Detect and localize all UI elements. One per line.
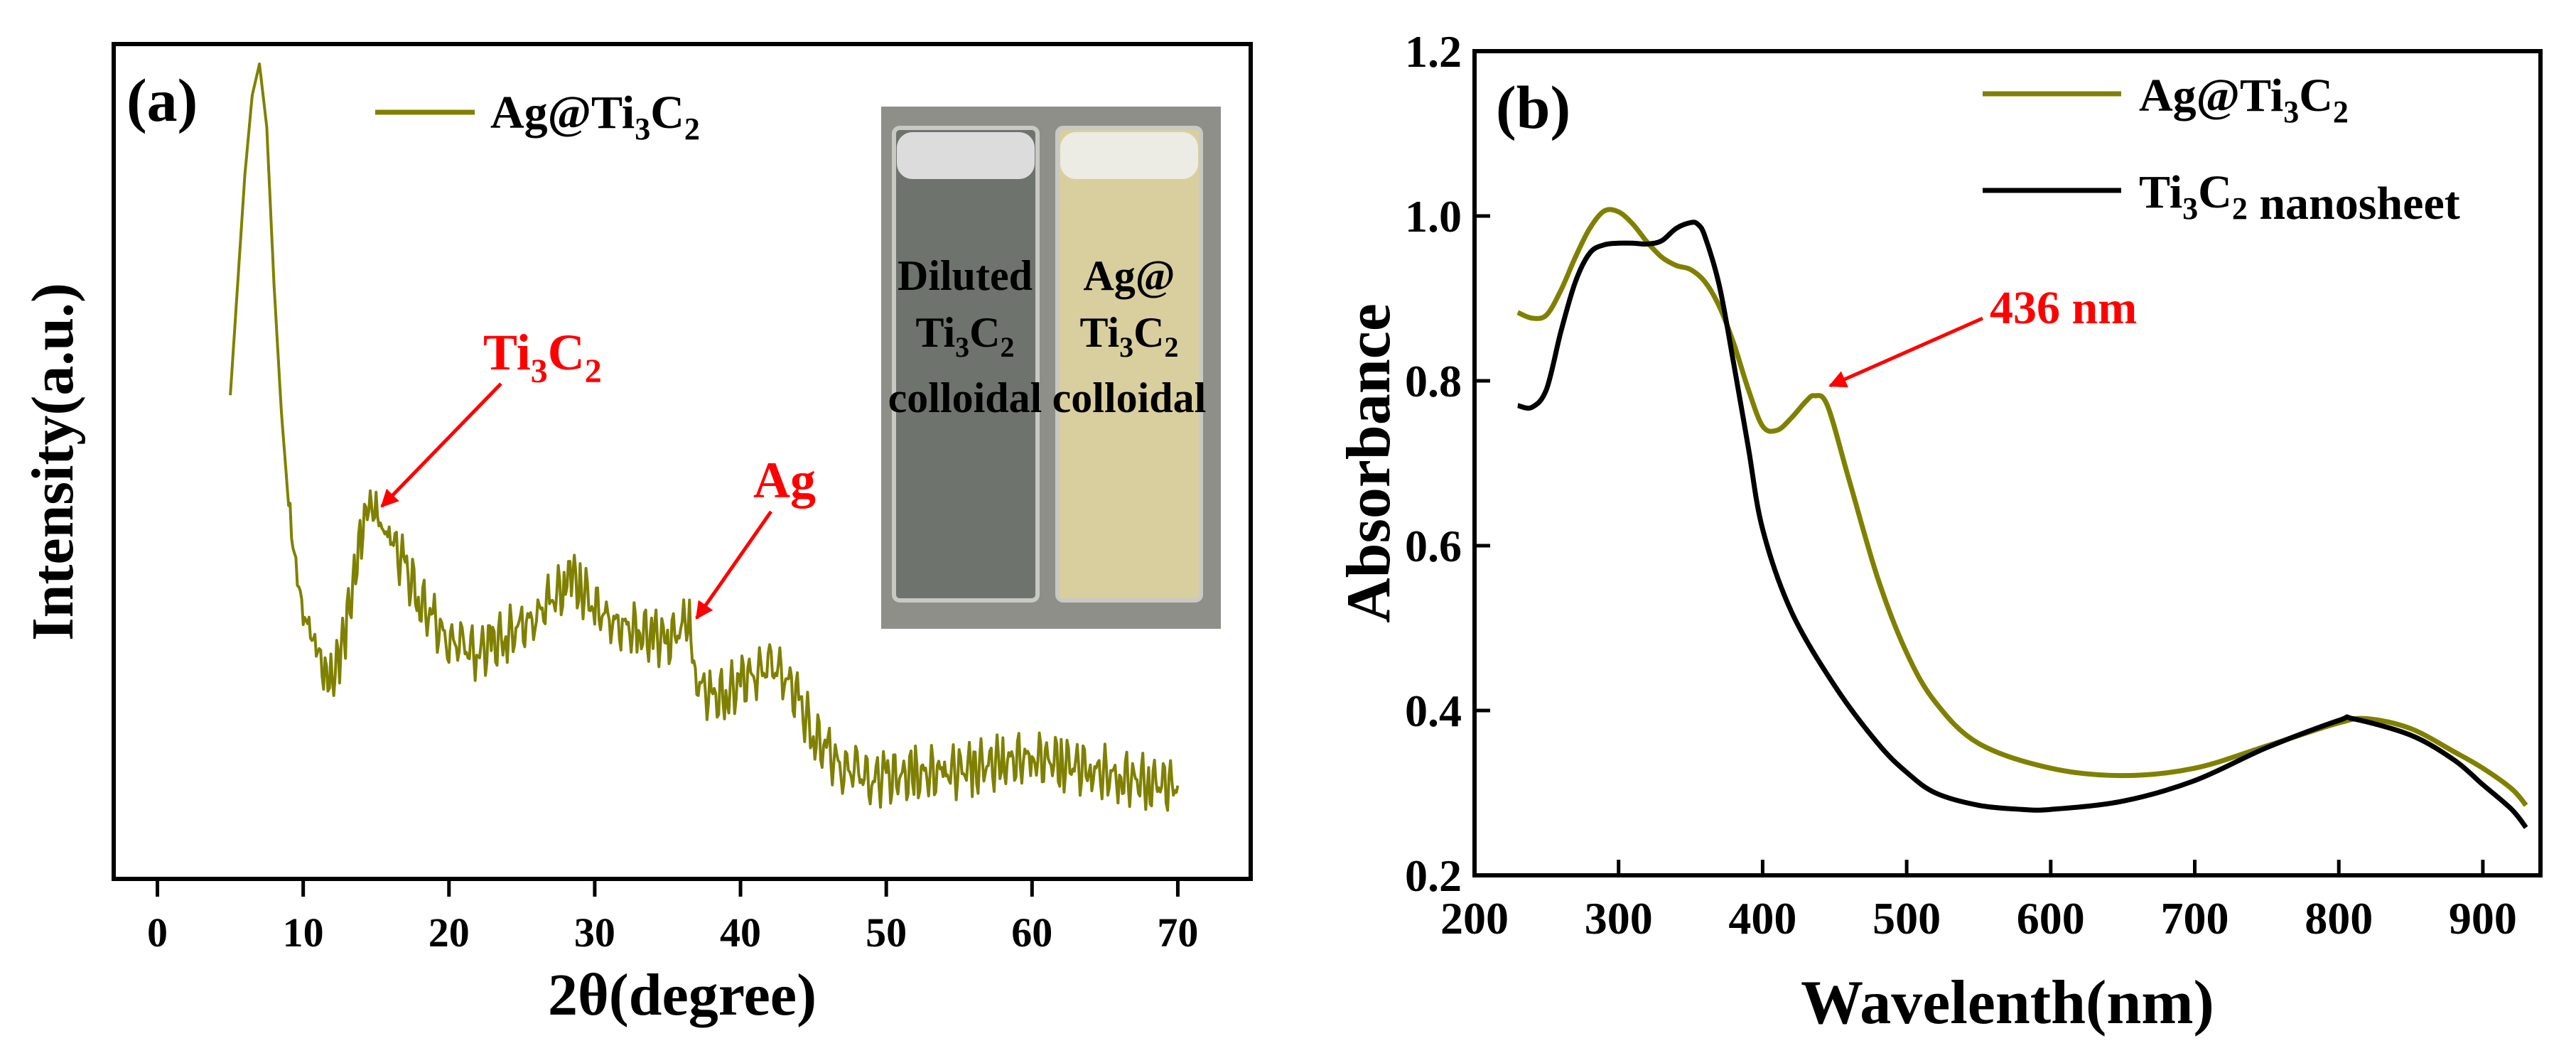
vial-diluted-ti3c2 [892, 126, 1040, 603]
panel-a-x-ticks: 0 10 20 30 40 50 60 70 [147, 879, 1198, 956]
panel-a-legend-label: Ag@Ti3C2 [490, 87, 700, 146]
panel-a-series-ag-ti3c2-line [229, 63, 1180, 812]
panel-a-x-tick-label: 70 [1157, 909, 1198, 956]
panel-b-x-tick-label: 500 [1872, 893, 1941, 944]
panel-a-x-axis-label: 2θ(degree) [548, 962, 817, 1028]
panel-b-legend-label-ti3c2: Ti3C2 nanosheet [2139, 166, 2460, 229]
panel-b-y-ticks: 0.2 0.4 0.6 0.8 1.0 1.2 [1405, 26, 1490, 901]
panel-a-x-tick-label: 50 [866, 909, 907, 956]
panel-a-legend: Ag@Ti3C2 [375, 87, 700, 146]
panel-b-y-axis-label: Absorbance [1335, 303, 1403, 623]
panel-a-label: (a) [126, 66, 198, 134]
panel-b-y-tick-label: 0.6 [1405, 521, 1462, 571]
panel-a-x-tick-label: 40 [720, 909, 761, 956]
inset-label-colloidal-left: colloidal [888, 374, 1042, 421]
panel-b-y-tick-label: 1.0 [1405, 191, 1462, 242]
panel-b-x-tick-label: 300 [1585, 893, 1653, 944]
inset-label-diluted: Diluted [898, 252, 1033, 299]
inset-label-colloidal-right: colloidal [1052, 374, 1207, 421]
panel-a-x-tick-label: 20 [429, 909, 470, 956]
panel-b-plot-frame [1472, 49, 2543, 877]
panel-a-x-tick-label: 60 [1011, 909, 1052, 956]
panel-b-legend-label-ag-ti3c2: Ag@Ti3C2 [2139, 70, 2349, 129]
panel-a-annotation-ti3c2: Ti3C2 [483, 324, 602, 390]
panel-b-x-tick-label: 800 [2305, 893, 2373, 944]
panel-b-x-tick-label: 400 [1728, 893, 1796, 944]
panel-b-x-tick-label: 900 [2449, 893, 2517, 944]
panel-a-inset-photo: Diluted Ti3C2 colloidal Ag@ Ti3C2 colloi… [881, 107, 1221, 629]
panel-b-y-tick-label: 1.2 [1405, 26, 1462, 77]
panel-a-x-tick-label: 10 [283, 909, 324, 956]
inset-label-ag-at: Ag@ [1083, 252, 1175, 299]
panel-b-x-tick-label: 600 [2017, 893, 2085, 944]
panel-a-x-tick-label: 30 [574, 909, 615, 956]
panel-b-y-tick-label: 0.8 [1405, 356, 1462, 406]
panel-a-arrow-ti3c2 [380, 382, 502, 508]
panel-b-x-tick-label: 700 [2161, 893, 2229, 944]
vial-diluted-ti3c2-cap [897, 132, 1035, 179]
panel-b-annotation-436nm: 436 nm [1990, 282, 2137, 334]
panel-b: 200 300 400 500 600 700 800 900 0.2 0.4 0.6 0.8 1.0… [1335, 26, 2543, 1037]
panel-a-annotation-ag: Ag [753, 452, 816, 509]
vial-ag-ti3c2-cap [1060, 132, 1198, 179]
panel-b-arrow-436nm [1828, 316, 1984, 388]
panel-b-y-tick-label: 0.4 [1405, 686, 1462, 736]
panel-b-x-axis-label: Wavelenth(nm) [1801, 968, 2214, 1037]
panel-b-x-tick-label: 200 [1440, 893, 1509, 944]
panel-a-plot-frame [112, 42, 1253, 881]
panel-a-y-axis-label: Intensity(a.u.) [20, 283, 86, 641]
vial-ag-ti3c2 [1055, 126, 1203, 603]
panel-b-series-ti3c2-nanosheet-line [1516, 220, 2528, 829]
panel-a: 0 10 20 30 40 50 60 70 (a) Ag@Ti3C2 2θ(degree) … [20, 42, 1253, 1028]
panel-a-x-tick-label: 0 [147, 909, 168, 956]
panel-b-legend: Ag@Ti3C2 Ti3C2 nanosheet [1983, 70, 2460, 229]
panel-b-y-tick-label: 0.2 [1405, 850, 1462, 901]
panel-b-label: (b) [1496, 73, 1570, 141]
panel-b-x-ticks: 200 300 400 500 600 700 800 900 [1440, 860, 2517, 944]
panel-a-arrow-ag [695, 510, 773, 620]
